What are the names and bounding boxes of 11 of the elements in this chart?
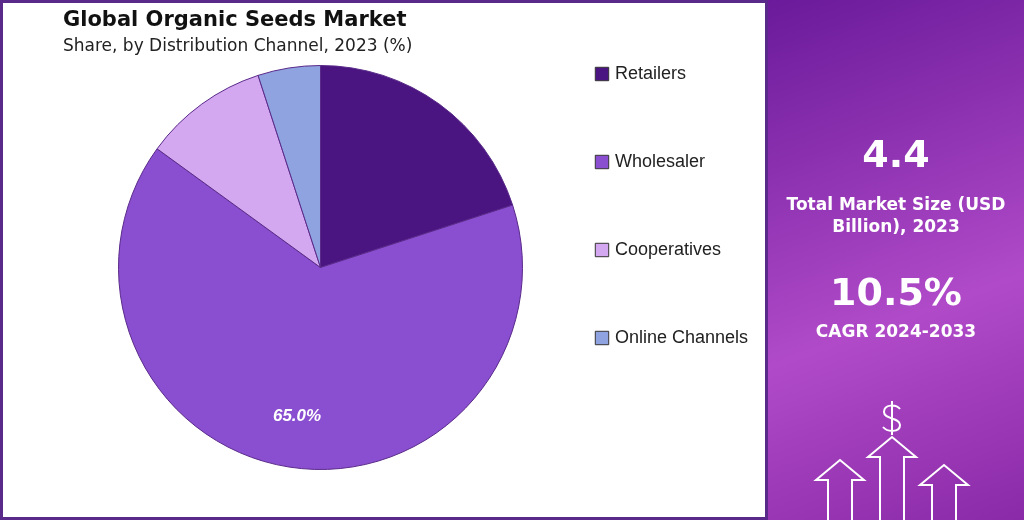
data-label: 65.0% bbox=[272, 405, 322, 425]
text: Total Market Size (USD Billion), 2023 bbox=[785, 193, 1007, 237]
chart-title: Global Organic Seeds Market bbox=[63, 6, 407, 31]
text: 4.4 bbox=[861, 132, 931, 176]
legend-label: Wholesaler bbox=[615, 151, 706, 171]
legend-label: Online Channels bbox=[615, 327, 749, 347]
legend-label: Cooperatives bbox=[615, 239, 722, 259]
chart-subtitle: Share, by Distribution Channel, 2023 (%) bbox=[63, 34, 413, 55]
text: 10.5% bbox=[829, 270, 963, 314]
legend-label: Retailers bbox=[615, 63, 687, 83]
text: CAGR 2024-2033 bbox=[814, 320, 978, 342]
